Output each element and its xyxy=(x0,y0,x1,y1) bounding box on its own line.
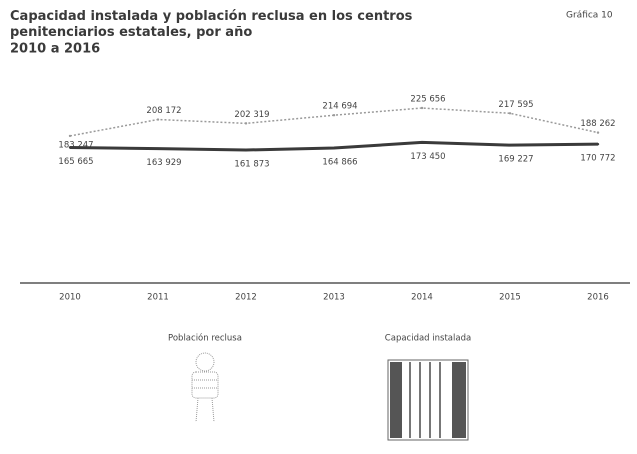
point xyxy=(597,131,599,133)
chart-title: Capacidad instalada y población reclusa … xyxy=(10,9,413,40)
data-label: 188 262 xyxy=(580,119,615,129)
point xyxy=(421,141,423,143)
data-label: 214 694 xyxy=(322,102,357,112)
x-tick-label: 2013 xyxy=(323,293,345,303)
data-label: 165 665 xyxy=(58,157,93,167)
x-tick-label: 2016 xyxy=(587,293,609,303)
data-label: 170 772 xyxy=(580,154,615,164)
prisoner-icon xyxy=(192,353,218,422)
x-tick-label: 2014 xyxy=(411,293,433,303)
point xyxy=(421,107,423,109)
point xyxy=(333,147,335,149)
x-tick-label: 2015 xyxy=(499,293,521,303)
point xyxy=(69,135,71,137)
data-label: 208 172 xyxy=(146,106,181,116)
chart: Capacidad instalada y población reclusa … xyxy=(0,0,637,454)
data-label: 169 227 xyxy=(498,155,533,165)
figure-label: Gráfica 10 xyxy=(566,11,613,21)
x-tick-label: 2011 xyxy=(147,293,169,303)
point xyxy=(245,149,247,151)
data-label: 225 656 xyxy=(410,95,445,105)
point xyxy=(157,118,159,120)
point xyxy=(509,144,511,146)
cell-icon xyxy=(388,360,468,440)
data-label: 161 873 xyxy=(234,160,269,170)
x-tick-label: 2010 xyxy=(59,293,81,303)
point xyxy=(245,122,247,124)
chart-subtitle: 2010 a 2016 xyxy=(10,42,100,57)
data-label: 163 929 xyxy=(146,158,181,168)
point xyxy=(69,146,71,148)
x-tick-label: 2012 xyxy=(235,293,257,303)
point xyxy=(509,112,511,114)
point xyxy=(157,147,159,149)
data-label: 164 866 xyxy=(322,158,357,168)
point xyxy=(597,143,599,145)
data-label: 173 450 xyxy=(410,152,445,162)
data-label: 217 595 xyxy=(498,100,533,110)
data-label: 202 319 xyxy=(234,110,269,120)
legend-label: Capacidad instalada xyxy=(385,334,471,344)
point xyxy=(333,114,335,116)
legend-label: Población reclusa xyxy=(168,333,242,344)
